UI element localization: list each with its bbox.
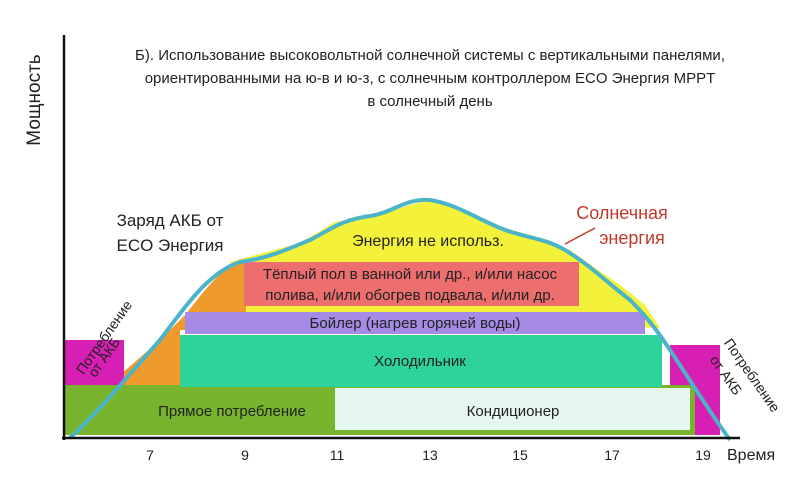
solar-energy-curve bbox=[68, 197, 732, 442]
label-floor-line-1: Тёплый пол в ванной или др., и/или насос bbox=[263, 266, 558, 283]
x-axis-label: Время bbox=[727, 447, 775, 464]
region-conditioner bbox=[335, 388, 690, 430]
label-charge-line-2: ECO Энергия bbox=[117, 236, 224, 255]
label-solar-line-1: Солнечная bbox=[576, 203, 668, 223]
solar-label-pointer bbox=[564, 227, 596, 245]
label-direct: Прямое потребление bbox=[158, 403, 306, 420]
x-tick-19: 19 bbox=[695, 447, 711, 463]
chart-title-line-1: Б). Использование высоковольтной солнечн… bbox=[135, 47, 725, 64]
region-boiler bbox=[185, 312, 645, 334]
label-floor-line-2: полива, и/или обогрев подвала, и/или др. bbox=[265, 287, 554, 304]
x-tick-11: 11 bbox=[330, 447, 345, 463]
chart-title-line-2: ориентированными на ю-в и ю-з, с солнечн… bbox=[145, 70, 716, 87]
x-tick-17: 17 bbox=[604, 447, 620, 463]
chart-title-line-3: в солнечный день bbox=[367, 93, 493, 110]
x-tick-13: 13 bbox=[422, 447, 438, 463]
label-fridge: Холодильник bbox=[374, 353, 466, 370]
x-tick-9: 9 bbox=[241, 447, 249, 463]
x-tick-15: 15 bbox=[512, 447, 528, 463]
y-axis-label: Мощность bbox=[24, 54, 45, 146]
region-fridge bbox=[180, 335, 662, 387]
label-conditioner: Кондиционер bbox=[467, 403, 560, 420]
label-boiler: Бойлер (нагрев горячей воды) bbox=[310, 315, 521, 332]
label-unused: Энергия не использ. bbox=[352, 233, 504, 250]
x-tick-7: 7 bbox=[146, 447, 154, 463]
label-solar-line-2: энергия bbox=[599, 228, 665, 248]
label-charge-line-1: Заряд АКБ от bbox=[117, 211, 224, 230]
region-floor bbox=[244, 262, 579, 306]
